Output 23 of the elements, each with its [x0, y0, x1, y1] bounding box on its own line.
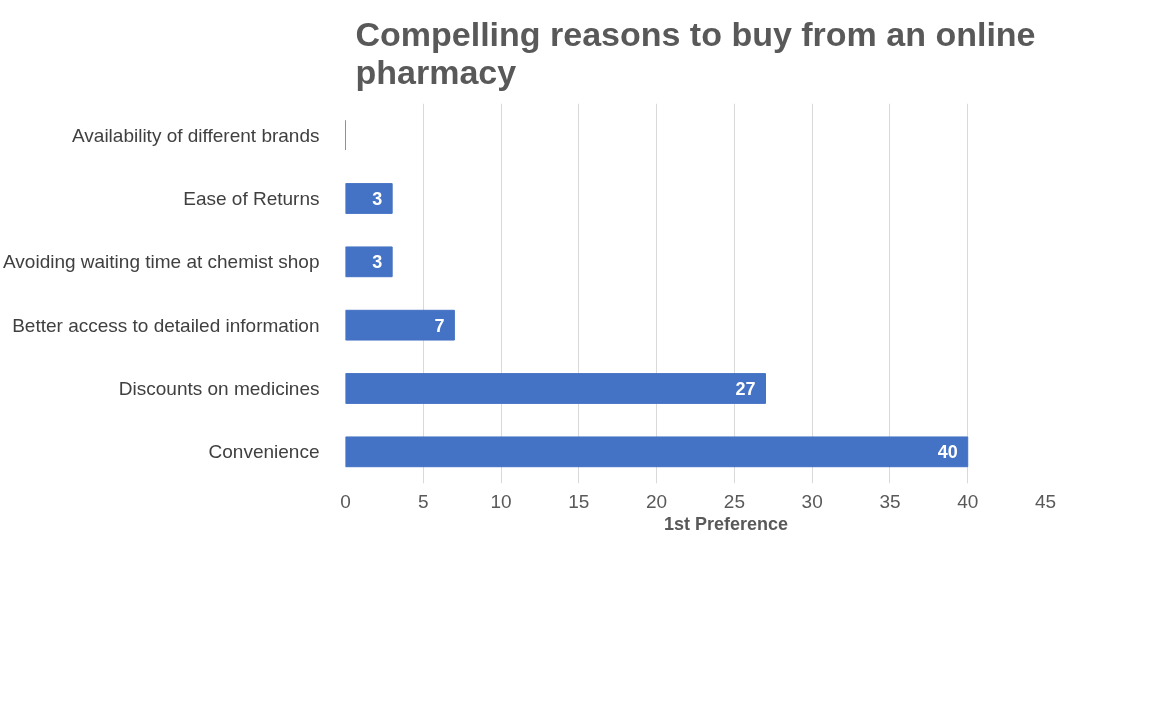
y-tick-label: Convenience: [208, 441, 320, 463]
x-tick-label: 10: [490, 490, 512, 512]
y-tick-label: Better access to detailed information: [12, 314, 320, 336]
x-tick-label: 15: [568, 490, 590, 512]
x-tick-label: 30: [801, 490, 823, 512]
y-tick-label: Availability of different brands: [72, 124, 320, 146]
data-label: 27: [735, 379, 756, 399]
text: 1st Preference: [663, 514, 789, 535]
data-label: 40: [937, 442, 958, 463]
x-tick-label: 25: [723, 490, 745, 512]
x-tick-label: 45: [1034, 490, 1057, 512]
y-tick-label: Ease of Returns: [183, 188, 320, 209]
data-label: 3: [372, 252, 383, 273]
data-label: 3: [372, 189, 383, 209]
x-tick-label: 40: [957, 490, 979, 512]
y-tick-label: Discounts on medicines: [118, 378, 320, 399]
x-tick-label: 0: [340, 490, 351, 512]
x-tick-label: 20: [646, 490, 668, 512]
y-tick-label: Avoiding waiting time at chemist shop: [3, 251, 320, 273]
data-label: 7: [434, 315, 445, 336]
x-tick-label: 35: [879, 490, 901, 512]
chart-title: Compelling reasons to buy from an online pharmacy: [355, 15, 1036, 91]
x-tick-label: 5: [417, 490, 429, 512]
